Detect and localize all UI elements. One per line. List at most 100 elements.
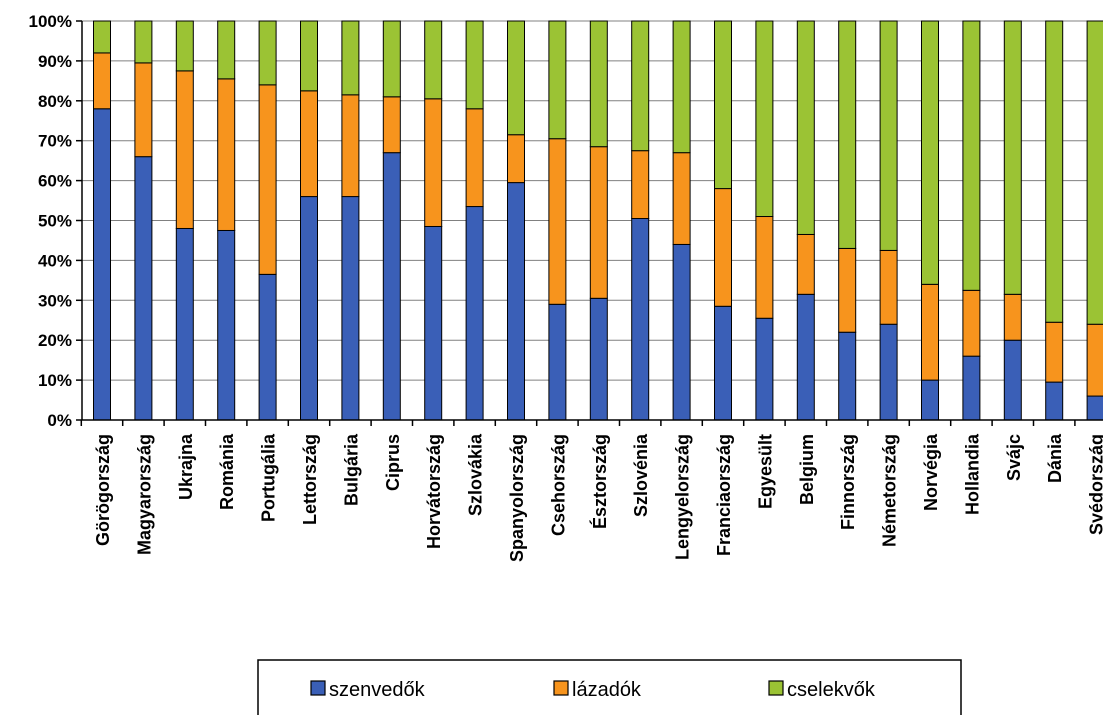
bar-segment-cselekvők [1046,21,1063,322]
x-tick-label: Lengyelország [673,434,693,560]
x-tick-label: Csehország [548,434,568,536]
bar-segment-szenvedők [549,304,566,420]
bar-segment-lázadók [756,217,773,319]
bar-segment-szenvedők [797,294,814,420]
legend-label: szenvedők [329,679,426,701]
bar-segment-lázadók [301,91,318,197]
y-tick-label: 30% [38,291,72,310]
x-tick-label: Spanyolország [507,434,527,562]
bar-segment-szenvedők [301,197,318,420]
legend-label: cselekvők [787,679,876,701]
bar-segment-cselekvők [839,21,856,248]
bar-segment-szenvedők [135,157,152,420]
bar-segment-szenvedők [673,244,690,420]
bar-segment-szenvedők [1087,396,1103,420]
bar-segment-lázadók [1087,324,1103,396]
y-tick-label: 50% [38,212,72,231]
bar-segment-lázadók [880,250,897,324]
bar-segment-lázadók [963,290,980,356]
x-tick-label: Lettország [300,434,320,525]
bar-segment-lázadók [673,153,690,245]
bar-segment-szenvedők [756,318,773,420]
bar-segment-cselekvők [922,21,939,284]
bar-segment-szenvedők [94,109,111,420]
bar-segment-cselekvők [466,21,483,109]
bar-segment-lázadók [342,95,359,197]
bar-segment-szenvedők [508,183,525,420]
bar-segment-szenvedők [715,306,732,420]
bar-segment-lázadók [466,109,483,207]
x-tick-label: Németország [880,434,900,547]
y-tick-label: 90% [38,52,72,71]
y-tick-labels: 0%10%20%30%40%50%60%70%80%90%100% [29,12,72,430]
bar-segment-lázadók [715,189,732,307]
bar-segment-szenvedők [176,228,193,420]
x-tick-label: Franciaország [714,434,734,556]
bar-segment-szenvedők [839,332,856,420]
x-tick-label: Svédország [1087,434,1103,535]
x-tick-label: Hollandia [962,433,982,515]
x-tick-label: Ukrajna [176,433,196,500]
bar-segment-szenvedők [259,274,276,420]
bar-segment-cselekvők [756,21,773,217]
y-tick-label: 10% [38,371,72,390]
bar-segment-lázadók [590,147,607,299]
bar-segment-szenvedők [342,197,359,420]
bar-segment-szenvedők [922,380,939,420]
bar-segment-cselekvők [259,21,276,85]
bar-segment-szenvedők [1046,382,1063,420]
bar-segment-cselekvők [425,21,442,99]
y-tick-label: 20% [38,331,72,350]
x-tick-label: Szlovákia [466,433,486,516]
bar-segment-cselekvők [94,21,111,53]
bar-segment-cselekvők [632,21,649,151]
bar-segment-cselekvők [301,21,318,91]
y-tick-label: 70% [38,132,72,151]
x-tick-label: Magyarország [134,434,154,555]
bar-segment-cselekvők [383,21,400,97]
x-tick-label: Portugália [259,433,279,522]
x-tick-label: Szlovénia [631,433,651,517]
bar-segment-szenvedők [1004,340,1021,420]
bar-segment-cselekvők [218,21,235,79]
bar-segment-cselekvők [508,21,525,135]
bar-segment-lázadók [839,248,856,332]
y-tick-label: 80% [38,92,72,111]
y-tick-label: 100% [29,12,72,31]
bar-segment-szenvedők [383,153,400,420]
bar-segment-lázadók [797,234,814,294]
bar-segment-lázadók [259,85,276,275]
bar-segment-lázadók [549,139,566,305]
bar-segment-szenvedők [880,324,897,420]
x-tick-label: Dánia [1045,433,1065,483]
bar-segment-lázadók [508,135,525,183]
x-tick-label: Bulgária [341,433,361,506]
y-tick-label: 40% [38,251,72,270]
x-tick-label: Svájc [1004,434,1024,481]
bar-segment-lázadók [1004,294,1021,340]
bar-segment-cselekvők [176,21,193,71]
bar-segment-cselekvők [1004,21,1021,294]
bar-segment-lázadók [135,63,152,157]
bar-segment-szenvedők [590,298,607,420]
bar-segment-cselekvők [342,21,359,95]
bar-segment-szenvedők [466,207,483,420]
legend-label: lázadók [572,679,642,701]
bar-segment-cselekvők [880,21,897,250]
x-tick-label: Ciprus [383,434,403,491]
bar-segment-lázadók [218,79,235,231]
bar-segment-lázadók [383,97,400,153]
x-tick-label: Norvégia [921,433,941,511]
x-tick-label: Horvátország [424,434,444,549]
legend-swatch-szenvedők [311,681,325,695]
legend-swatch-lázadók [554,681,568,695]
bar-segment-lázadók [922,284,939,380]
x-tick-label: Belgium [797,434,817,505]
bar-segment-lázadók [94,53,111,109]
bar-segment-szenvedők [632,219,649,420]
bar-segment-lázadók [1046,322,1063,382]
x-tick-label: Egyesült [755,434,775,509]
x-tick-label: Finnország [838,434,858,530]
